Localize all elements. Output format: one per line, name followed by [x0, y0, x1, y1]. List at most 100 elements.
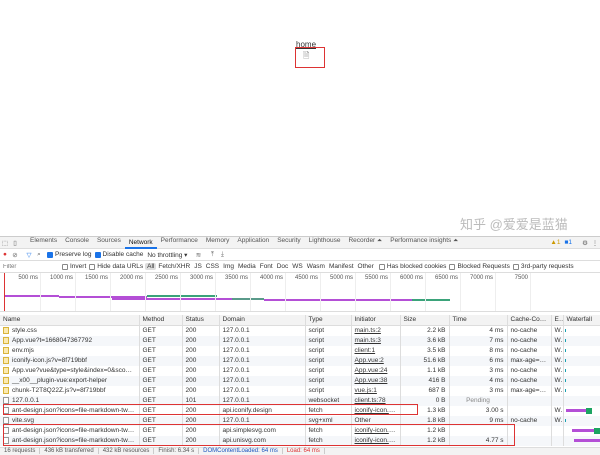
filter-type-media[interactable]: Media	[236, 263, 258, 270]
cell-initiator[interactable]: App.vue:2	[351, 356, 400, 366]
cell-initiator[interactable]: App.vue:24	[351, 366, 400, 376]
waterfall-bar	[565, 349, 566, 352]
timeline-gridline	[390, 273, 391, 311]
messages-badge[interactable]: ■1	[564, 239, 572, 246]
export-icon[interactable]: ⤓	[217, 251, 227, 259]
tab-application[interactable]: Application	[233, 237, 273, 249]
tab-network[interactable]: Network	[125, 237, 157, 249]
waterfall-bar	[565, 359, 566, 362]
load-time: Load: 64 ms	[283, 448, 325, 454]
column-header-cache-contro[interactable]: Cache-Contro	[507, 315, 551, 326]
blocked-requests-checkbox[interactable]	[449, 264, 455, 270]
more-icon[interactable]: ⋮	[590, 239, 600, 247]
tab-console[interactable]: Console	[61, 237, 93, 249]
column-header-size[interactable]: Size	[400, 315, 449, 326]
timeline-gridline	[110, 273, 111, 311]
filter-icon[interactable]: ▽	[24, 251, 34, 259]
search-icon[interactable]: ⌕	[34, 251, 44, 259]
waterfall-cell	[563, 396, 600, 406]
tab-sources[interactable]: Sources	[93, 237, 125, 249]
device-toggle-icon[interactable]: ▯	[10, 239, 20, 247]
tab-elements[interactable]: Elements	[26, 237, 61, 249]
import-icon[interactable]: ⤒	[207, 251, 217, 259]
gear-icon[interactable]: ⚙	[580, 239, 590, 247]
preserve-log-checkbox[interactable]	[47, 252, 53, 258]
column-header-time[interactable]: Time	[449, 315, 507, 326]
cell-initiator-text: App.vue:38	[355, 377, 388, 384]
filter-type-wasm[interactable]: Wasm	[305, 263, 327, 270]
cell-status-text: 200	[186, 377, 197, 384]
cell-e: W...	[551, 346, 563, 356]
filter-type-doc[interactable]: Doc	[275, 263, 291, 270]
third-party-checkbox[interactable]	[513, 264, 519, 270]
requests-count: 16 requests	[0, 448, 40, 454]
tab-memory[interactable]: Memory	[202, 237, 233, 249]
invert-checkbox[interactable]	[62, 264, 68, 270]
filter-input[interactable]	[3, 264, 59, 270]
cell-initiator[interactable]: client:1	[351, 346, 400, 356]
tab-performance-insights[interactable]: Performance insights ⏶	[386, 237, 462, 249]
tab-security[interactable]: Security	[273, 237, 304, 249]
cell-method: GET	[139, 366, 182, 376]
table-row[interactable]: App.vue?vue&type=style&index=0&scoped=7.…	[0, 366, 600, 376]
cell-initiator[interactable]: vue.js:1	[351, 386, 400, 396]
cell-size: 687 B	[400, 386, 449, 396]
filter-type-font[interactable]: Font	[258, 263, 275, 270]
cell-e-text: W...	[555, 347, 564, 354]
disable-cache-checkbox[interactable]	[95, 252, 101, 258]
column-header-name[interactable]: Name	[0, 315, 139, 326]
filter-type-other[interactable]: Other	[356, 263, 376, 270]
tab-performance[interactable]: Performance	[157, 237, 202, 249]
hide-data-urls-checkbox[interactable]	[89, 264, 95, 270]
inspect-icon[interactable]: ⬚	[0, 239, 10, 247]
column-header-initiator[interactable]: Initiator	[351, 315, 400, 326]
filter-type-fetch-xhr[interactable]: Fetch/XHR	[156, 263, 192, 270]
cell-time-text: 9 ms	[489, 417, 503, 424]
column-header-method[interactable]: Method	[139, 315, 182, 326]
cell-cache: no-cache	[507, 326, 551, 337]
column-header-type[interactable]: Type	[305, 315, 351, 326]
cell-cache-text: no-cache	[511, 417, 538, 424]
has-blocked-cookies-checkbox[interactable]	[379, 264, 385, 270]
column-header-status[interactable]: Status	[182, 315, 219, 326]
filter-bar: Invert Hide data URLs AllFetch/XHRJSCSSI…	[0, 261, 600, 273]
clear-icon[interactable]: ⊘	[10, 251, 20, 259]
third-party-label: 3rd-party requests	[521, 263, 574, 270]
waterfall-cell	[563, 336, 600, 346]
record-icon[interactable]: ●	[0, 251, 10, 258]
cell-initiator[interactable]: main.ts:3	[351, 336, 400, 346]
throttling-select[interactable]: No throttling ▾	[147, 251, 187, 259]
column-header-domain[interactable]: Domain	[219, 315, 305, 326]
script-file-icon	[3, 327, 9, 334]
filter-type-all[interactable]: All	[145, 263, 156, 270]
cell-initiator[interactable]: main.ts:2	[351, 326, 400, 337]
messages-count: 1	[568, 239, 572, 246]
filter-type-js[interactable]: JS	[192, 263, 204, 270]
cell-domain-text: 127.0.0.1	[223, 337, 250, 344]
column-header-e[interactable]: E.	[551, 315, 563, 326]
column-header-waterfall[interactable]: Waterfall	[563, 315, 600, 326]
waterfall-cell	[563, 416, 600, 426]
timeline-bar	[147, 295, 217, 297]
wifi-settings-icon[interactable]: ≋	[193, 251, 203, 259]
filter-type-ws[interactable]: WS	[290, 263, 304, 270]
timeline-tick-label: 4500 ms	[288, 275, 318, 281]
filter-type-css[interactable]: CSS	[204, 263, 221, 270]
cell-size-text: 2.2 kB	[427, 327, 445, 334]
filter-type-manifest[interactable]: Manifest	[327, 263, 356, 270]
tab-lighthouse[interactable]: Lighthouse	[305, 237, 345, 249]
cell-initiator[interactable]: App.vue:38	[351, 376, 400, 386]
filter-type-img[interactable]: Img	[221, 263, 236, 270]
warnings-badge[interactable]: ▲1	[550, 239, 560, 246]
script-file-icon	[3, 337, 9, 344]
tab-recorder[interactable]: Recorder ⏶	[344, 237, 386, 249]
cell-cache: no-cache	[507, 376, 551, 386]
